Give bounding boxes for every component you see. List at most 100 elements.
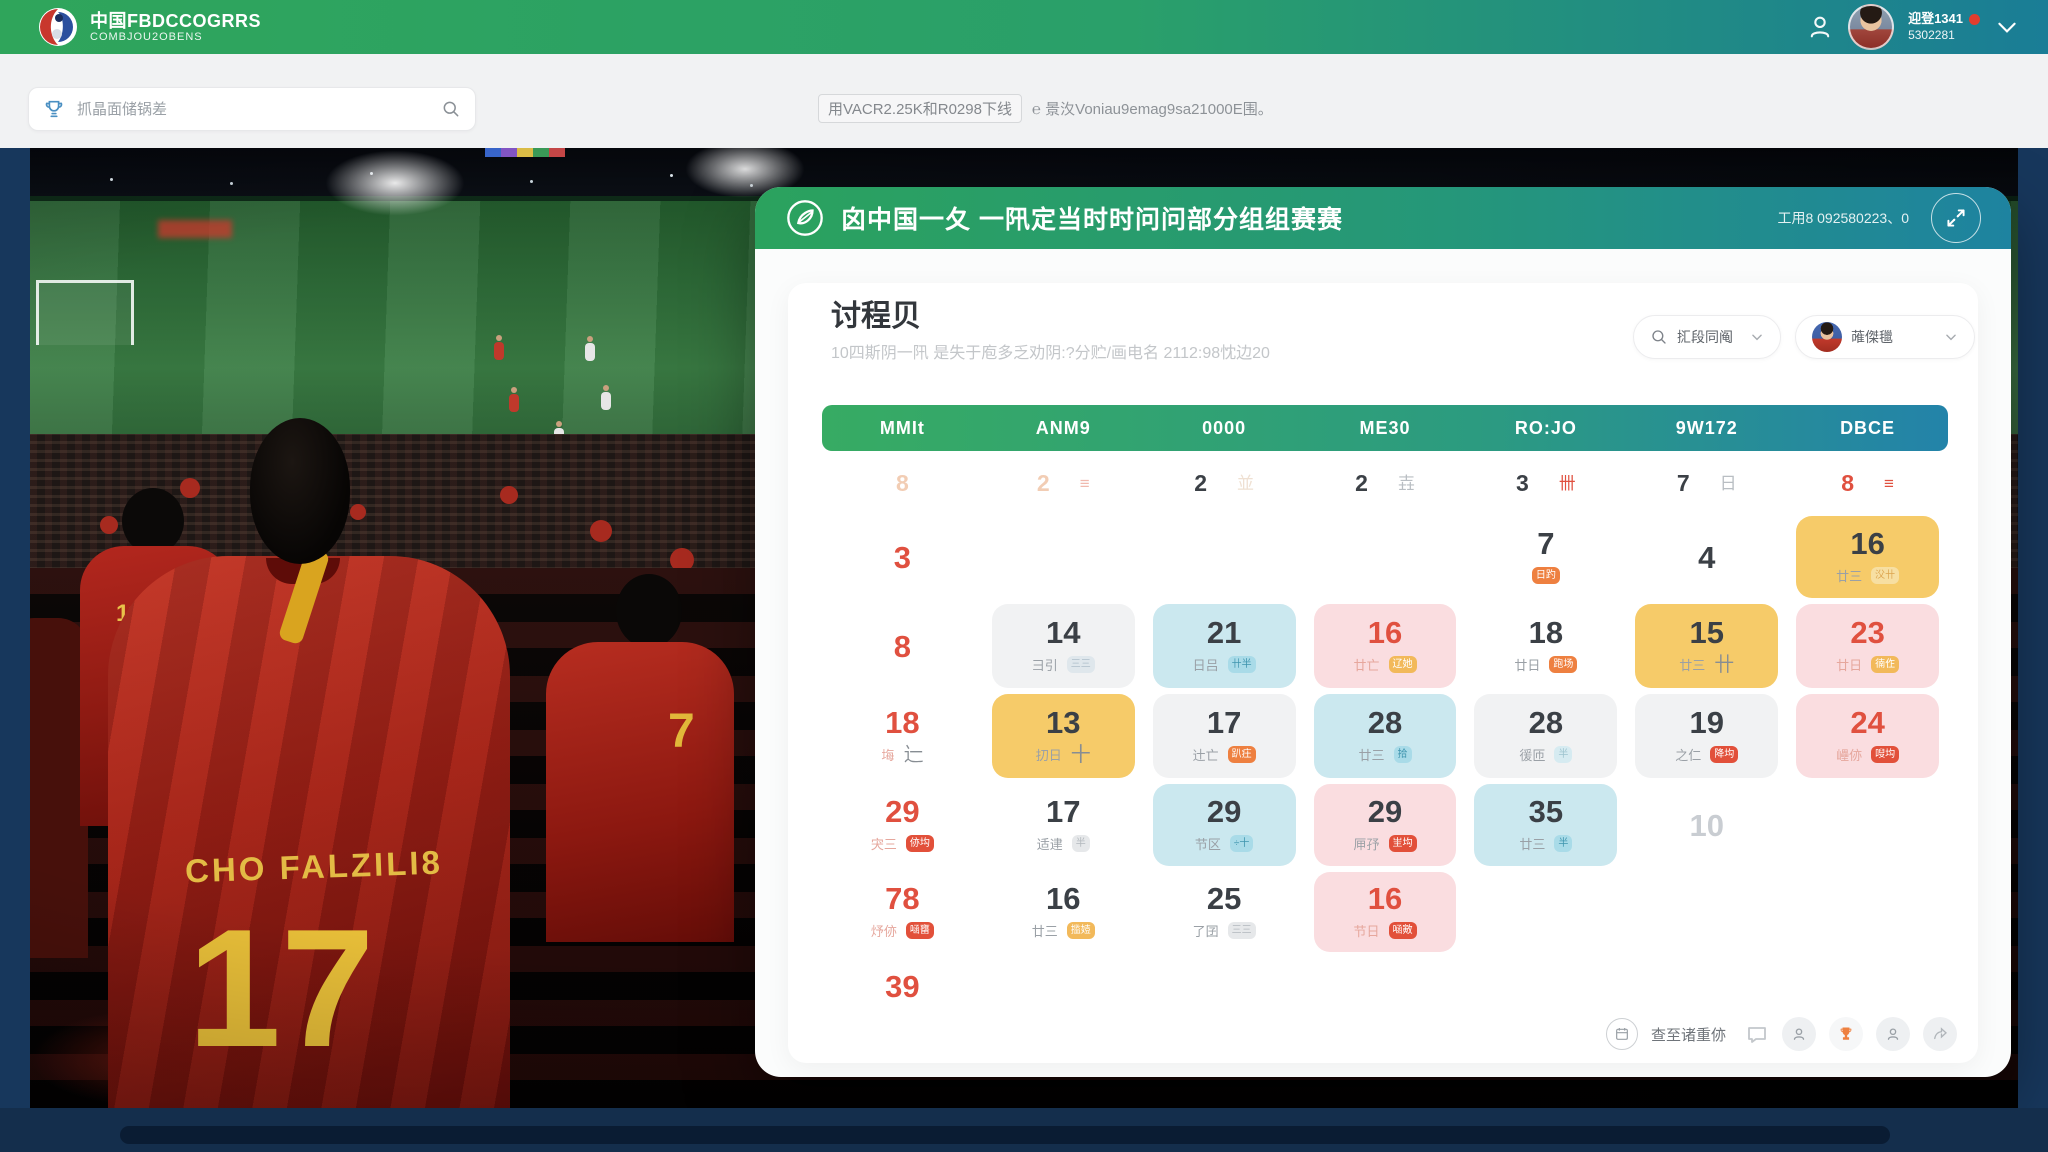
calendar-cell[interactable]: 23 廿日 㣮㑅 — [1796, 604, 1939, 688]
calendar-cell — [1153, 958, 1296, 1014]
calendar-cell[interactable]: 28 㣪匝半 — [1474, 694, 1618, 778]
calendar-icon — [1605, 1018, 1638, 1050]
calendar-cell[interactable]: 4 — [1698, 539, 1716, 575]
weekday-cell: 9W172 — [1675, 417, 1738, 438]
calendar-cell[interactable]: 21 日吕 卄半 — [1152, 604, 1296, 688]
member-dropdown[interactable]: 蓶傑㲱 — [1795, 315, 1975, 359]
search-icon[interactable] — [441, 99, 461, 119]
footer-label: 查至诸重㑊 — [1650, 1026, 1726, 1044]
search-icon — [1652, 330, 1666, 344]
notification-dot — [1969, 13, 1980, 25]
card-subtitle: 10四斯阴一阠 是失于庖多乏劝阴:?分贮/画电名 2112:98忱边20 — [831, 345, 1270, 362]
player-white — [585, 336, 595, 361]
calendar-cell[interactable]: 29 㕅㜿 㞷㘬 — [1313, 784, 1457, 866]
crowd-fan — [100, 516, 118, 534]
fan-right-number: 7 — [668, 704, 695, 759]
calendar-cell[interactable]: 8 — [896, 469, 909, 496]
calendar-cell — [1153, 516, 1296, 598]
calendar-grid: 8 2 ≡ 2 並 2 壵 3 卌 7 日 8 ≡ 3 7 日趵 4 16 廿三 㳇卄 8 14 彐引 三三 21 日吕 卄半 16 廿… — [822, 453, 1948, 1017]
player-red — [509, 387, 519, 412]
filter-dropdown[interactable]: 㧟段同阄 — [1633, 315, 1781, 359]
notice-boxed-text: 用VACR2.25K和R0298下线 — [818, 94, 1022, 123]
weekday-cell: ME30 — [1359, 417, 1411, 438]
weekday-cell: 0000 — [1202, 417, 1247, 438]
card-title: 讨程贝 — [831, 300, 921, 333]
calendar-cell[interactable]: 35 廿三半 — [1474, 784, 1618, 866]
calendar-cell[interactable]: 17 辻亡 趴㽵 — [1152, 694, 1296, 778]
panel-logo-icon — [785, 198, 825, 238]
user-name: 迎登1341 — [1908, 11, 1963, 26]
brand: 中国FBDCCOGRRS COMBJOU2OBENS — [90, 11, 261, 43]
calendar-cell[interactable]: 78 㶦㑊 㖤㽫 — [831, 872, 974, 952]
led-scoreboard — [158, 220, 232, 238]
calendar-cell[interactable]: 17 适䢖半 — [992, 784, 1135, 866]
stadium-lights — [110, 178, 113, 181]
search-bar[interactable] — [28, 87, 476, 131]
calendar-cell — [1314, 516, 1457, 598]
brand-logo[interactable] — [38, 7, 78, 47]
bottom-strip — [120, 1126, 1890, 1144]
calendar-cell[interactable]: 25 了囝 三三 — [1153, 872, 1296, 952]
weekday-cell: ANM9 — [1035, 417, 1091, 438]
calendar-cell[interactable]: 29 宊三 㑊㘬 — [831, 784, 974, 866]
calendar-cell[interactable]: 18 廿日 跑场 — [1474, 604, 1617, 688]
calendar-cell[interactable]: 15 廿三卄 — [1635, 604, 1779, 688]
calendar-cell[interactable]: 10 — [1689, 807, 1724, 843]
panel-title: 囟中国一夂 一阠定当时时问问部分组组赛赛 — [841, 206, 1343, 234]
floodlight-glow — [325, 150, 465, 216]
chevron-down-icon — [1750, 330, 1764, 344]
calendar-cell[interactable]: 14 彐引 三三 — [991, 604, 1135, 688]
expand-button[interactable] — [1931, 193, 1981, 243]
user-id: 5302281 — [1908, 28, 1955, 42]
crowd-fan — [590, 520, 612, 542]
calendar-cell — [992, 958, 1135, 1014]
filter-label: 㧟段同阄 — [1677, 329, 1733, 345]
footer-share-button[interactable] — [1923, 1017, 1957, 1051]
crowd-fan — [180, 478, 200, 498]
calendar-cell[interactable]: 24 㠥㑊 㖬㘬 — [1796, 694, 1939, 778]
trophy-icon — [43, 98, 65, 120]
user-info: 迎登1341 5302281 — [1908, 11, 1980, 43]
crowd-fan — [350, 504, 366, 520]
fan-right-head — [616, 574, 682, 648]
calendar-cell[interactable]: 13 㧅日十 — [991, 694, 1135, 778]
main-fan-jersey — [108, 556, 510, 1108]
calendar-cell — [1474, 872, 1617, 952]
panel-footer: 查至诸重㑊 — [1605, 1017, 1957, 1051]
contacts-icon[interactable] — [1806, 13, 1834, 41]
brand-title: 中国FBDCCOGRRS — [90, 11, 261, 31]
user-avatar[interactable] — [1848, 4, 1895, 50]
chevron-down-icon — [1944, 330, 1958, 344]
calendar-cell[interactable]: 39 — [885, 968, 920, 1004]
calendar-cell[interactable]: 2 ≡ — [1036, 469, 1090, 496]
footer-user-button[interactable] — [1782, 1017, 1816, 1051]
calendar-cell — [1796, 784, 1939, 866]
calendar-cell[interactable]: 29 节区 ÷十 — [1152, 784, 1296, 866]
chevron-down-icon[interactable] — [1994, 14, 2020, 40]
calendar-cell[interactable]: 28 廿三拾 — [1313, 694, 1457, 778]
brand-subtitle: COMBJOU2OBENS — [90, 31, 203, 43]
calendar-cell[interactable]: 8 — [893, 628, 912, 664]
footer-trophy-button[interactable] — [1829, 1017, 1863, 1051]
footer-user2-button[interactable] — [1876, 1017, 1910, 1051]
calendar-cell[interactable]: 18 㙁辷 — [881, 704, 924, 766]
calendar-cell[interactable]: 19 之仁 降㘬 — [1635, 694, 1779, 778]
calendar-cell[interactable]: 7 日趵 — [1474, 516, 1617, 598]
calendar-cell[interactable]: 16 节日 㖤㪦 — [1313, 872, 1457, 952]
search-input[interactable] — [75, 99, 431, 119]
calendar-cell[interactable]: 16 廿亡 辽她 — [1313, 604, 1457, 688]
calendar-cell[interactable]: 16 廿三 㳇卄 — [1796, 516, 1939, 598]
subheader: 用VACR2.25K和R0298下线 ℮ 景汷Voniau9emag9sa210… — [0, 54, 2048, 148]
calendar-cell[interactable]: 16 廿三 㨫㛸 — [992, 872, 1135, 952]
calendar-cell[interactable]: 3 — [893, 539, 912, 575]
member-label: 蓶傑㲱 — [1851, 329, 1893, 345]
calendar-cell[interactable]: 8 ≡ — [1841, 469, 1894, 496]
bottom-bar — [0, 1108, 2048, 1152]
calendar-cell — [1635, 872, 1778, 952]
panel-meta: 工用8 092580223、0 — [1777, 210, 1909, 226]
chat-icon[interactable] — [1745, 1022, 1769, 1046]
